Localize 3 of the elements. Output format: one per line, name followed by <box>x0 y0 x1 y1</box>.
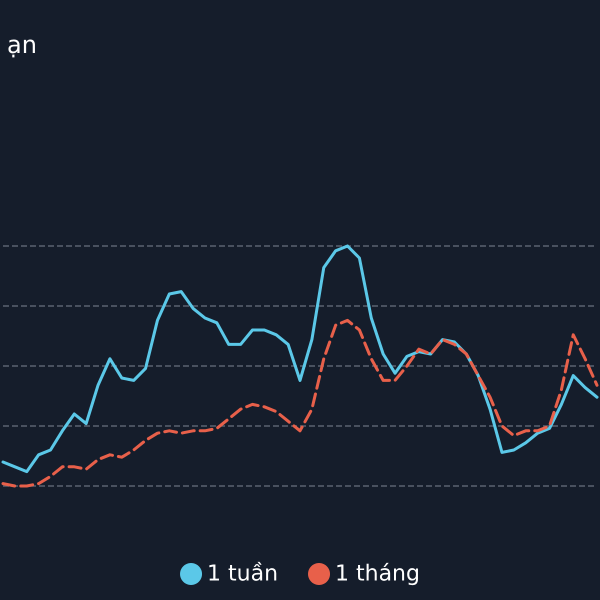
chart-title: ạn <box>7 31 37 59</box>
legend-label: 1 tháng <box>335 562 420 586</box>
legend-label: 1 tuần <box>207 562 278 586</box>
